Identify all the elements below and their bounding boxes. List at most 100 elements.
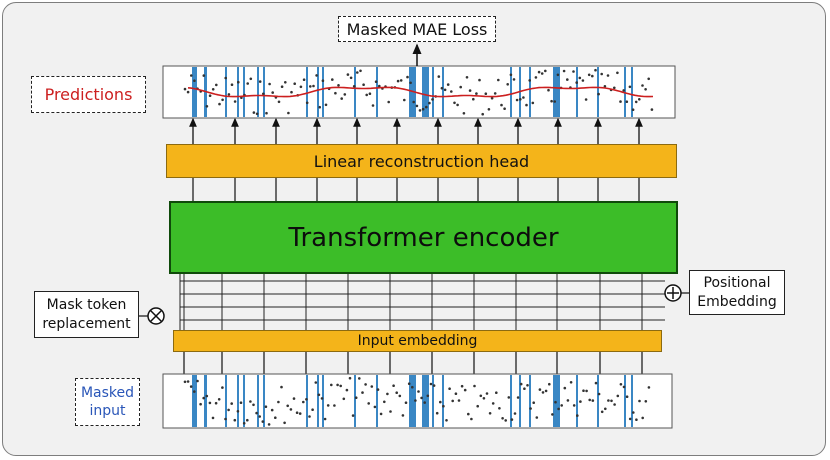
series-point [440, 86, 444, 90]
circled-plus-icon [664, 284, 682, 302]
series-point [387, 100, 391, 104]
series-point [311, 408, 314, 412]
series-point [196, 379, 199, 383]
series-point [488, 412, 492, 415]
loss-label: Masked MAE Loss [346, 19, 488, 39]
series-point [506, 83, 510, 86]
series-point [183, 87, 187, 91]
mask-bar [225, 67, 227, 117]
series-point [560, 404, 563, 407]
series-point [554, 400, 557, 404]
series-point [435, 411, 439, 415]
series-point [383, 400, 386, 404]
series-point [628, 417, 632, 421]
series-point [606, 74, 610, 77]
series-point [597, 92, 600, 96]
series-point [457, 399, 461, 402]
series-point [575, 81, 578, 84]
series-point [485, 392, 489, 395]
series-point [320, 397, 324, 400]
encoder-label: Transformer encoder [288, 222, 559, 253]
mask-bar [409, 375, 416, 427]
series-point [498, 407, 501, 410]
series-point [326, 404, 330, 407]
series-point [292, 397, 296, 400]
masked-input-line1: Masked [80, 385, 135, 401]
series-point [531, 101, 535, 105]
predictions-series-panel [162, 65, 676, 119]
series-point [302, 78, 306, 81]
series-point [186, 380, 190, 383]
series-point [202, 396, 205, 400]
series-point [280, 385, 283, 389]
series-point [233, 100, 237, 103]
series-point [261, 420, 265, 423]
series-point [625, 395, 629, 399]
series-point [295, 411, 299, 415]
series-point [379, 412, 383, 416]
series-point [432, 384, 436, 387]
series-point [650, 108, 654, 111]
mask-bar [529, 375, 531, 427]
series-point [491, 402, 495, 405]
series-point [252, 403, 255, 407]
series-point [429, 382, 433, 386]
series-point [409, 81, 412, 85]
series-point [603, 85, 607, 88]
series-point [199, 402, 202, 406]
series-point [277, 400, 280, 404]
series-point [318, 105, 322, 109]
mask-bar [237, 67, 239, 117]
mask-bar [376, 375, 378, 427]
series-point [467, 412, 470, 416]
series-point [309, 85, 312, 88]
series-point [628, 85, 632, 89]
series-point [550, 99, 553, 103]
series-point [339, 384, 343, 388]
mask-token-line1: Mask token [46, 296, 127, 313]
series-point [373, 405, 377, 409]
mask-bar [553, 67, 560, 117]
series-point [594, 68, 597, 72]
series-point [330, 383, 333, 387]
series-point [299, 85, 303, 89]
series-point [345, 388, 349, 392]
series-point [246, 418, 249, 422]
series-point [504, 419, 508, 422]
series-point [208, 94, 212, 97]
series-point [411, 385, 414, 389]
mask-bar [263, 67, 265, 117]
series-point [264, 405, 268, 409]
series-point [186, 90, 190, 94]
series-point [395, 391, 399, 395]
series-point [428, 101, 431, 105]
series-point [442, 404, 445, 408]
series-point [501, 417, 504, 420]
series-point [460, 384, 464, 388]
series-point [572, 404, 576, 407]
series-point [584, 98, 588, 101]
series-point [280, 85, 284, 88]
series-point [392, 384, 395, 388]
circled-times-icon [147, 307, 165, 325]
series-point [613, 86, 616, 90]
mask-bar [376, 67, 378, 117]
mask-bar [510, 375, 512, 427]
mask-bar [576, 375, 578, 427]
series-point [321, 79, 325, 82]
series-point [544, 69, 547, 73]
series-point [526, 384, 529, 387]
series-point [193, 79, 196, 82]
series-point [348, 376, 352, 380]
series-point [641, 416, 644, 420]
mask-bar [553, 375, 560, 427]
series-point [205, 105, 209, 108]
series-point [246, 82, 249, 85]
series-point [534, 76, 538, 79]
series-point [582, 389, 585, 393]
series-point [500, 103, 503, 107]
series-point [484, 92, 488, 95]
series-point [214, 401, 218, 405]
series-point [512, 78, 516, 81]
